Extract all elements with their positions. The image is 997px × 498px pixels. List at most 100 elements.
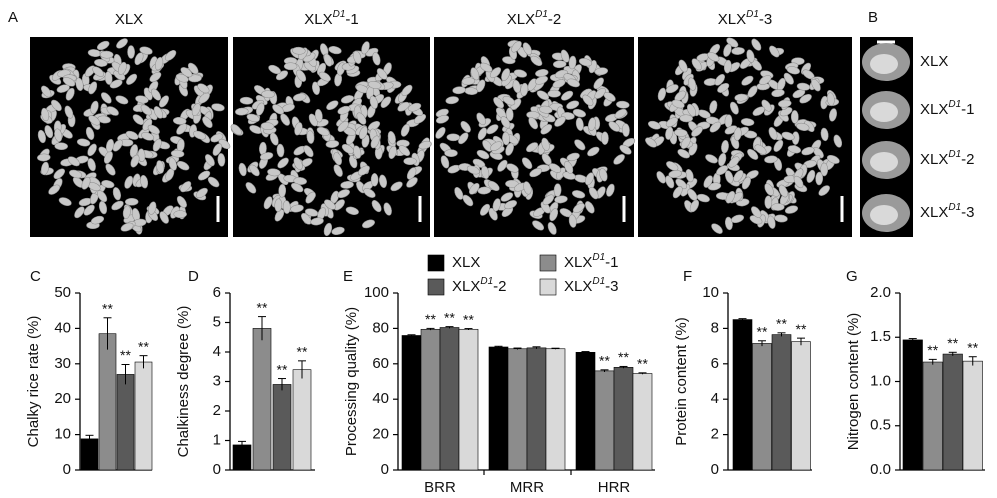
grain (413, 113, 427, 124)
grain (528, 116, 539, 130)
grain (135, 95, 149, 104)
grain (593, 77, 604, 90)
grain (764, 195, 773, 209)
grain (370, 173, 379, 187)
label-suffix: -3 (759, 11, 772, 28)
panel-label: C (30, 268, 41, 285)
grain (383, 202, 392, 216)
grain (572, 190, 586, 199)
grain (98, 200, 108, 215)
bar (594, 370, 615, 471)
grain (811, 78, 821, 92)
significance: ** (277, 361, 288, 377)
bar (488, 346, 509, 471)
y-tick-label: 2 (213, 402, 221, 419)
grain (560, 49, 570, 63)
grain (403, 157, 417, 166)
bar (507, 348, 528, 471)
grain (458, 132, 469, 145)
grain (703, 175, 713, 188)
y-tick-label: 0.0 (870, 461, 891, 478)
grain (62, 77, 76, 87)
panel-label: G (846, 268, 858, 285)
y-axis-title: Chalky rice rate (%) (25, 316, 42, 448)
photo-title: XLXD1-1 (304, 9, 359, 28)
grain (337, 105, 351, 115)
grain (728, 156, 740, 168)
bar (80, 438, 99, 471)
grain (462, 194, 474, 207)
grain (306, 130, 315, 144)
grain (356, 112, 367, 125)
grain (526, 142, 539, 153)
grain (548, 163, 562, 173)
y-tick-label: 50 (54, 284, 71, 301)
label-sup: D1 (333, 9, 346, 20)
legend-swatch (427, 254, 445, 272)
grain (553, 183, 562, 197)
grain (274, 198, 283, 212)
grain (444, 149, 458, 157)
grain (769, 45, 780, 58)
grain (156, 160, 165, 174)
panel-label: D (188, 268, 199, 285)
grain (566, 78, 580, 88)
grain (130, 154, 140, 168)
grain (820, 162, 829, 177)
grain (245, 182, 257, 194)
label-suffix: -2 (961, 151, 974, 168)
grain (101, 180, 115, 189)
grain (154, 57, 164, 71)
grain (96, 40, 110, 51)
grain (326, 100, 339, 111)
grain (118, 61, 127, 75)
grain (362, 219, 375, 229)
grain (501, 68, 511, 81)
grain (207, 176, 220, 188)
label-suffix: -2 (548, 11, 561, 28)
grain (724, 216, 733, 231)
y-tick-label: 40 (54, 319, 71, 336)
grain (746, 49, 755, 63)
y-tick-label: 3 (213, 372, 221, 389)
grain (159, 95, 169, 108)
significance: ** (120, 347, 131, 363)
bar (134, 361, 153, 471)
bar (98, 333, 117, 471)
grain (671, 99, 685, 109)
grain (572, 203, 585, 213)
x-tick-label: HRR (598, 479, 631, 496)
grain (672, 186, 683, 199)
grain (256, 102, 265, 116)
y-tick-label: 6 (711, 355, 719, 372)
bar (545, 348, 566, 471)
label-suffix: -1 (345, 11, 358, 28)
grain (796, 122, 810, 131)
grain (542, 194, 555, 206)
grain (522, 42, 532, 56)
grain (492, 198, 501, 212)
y-tick-label: 100 (364, 284, 389, 301)
grain (751, 206, 762, 218)
grain (191, 103, 201, 117)
grain (353, 145, 362, 159)
grain (549, 208, 559, 222)
grain (665, 117, 678, 128)
grain (773, 139, 784, 152)
grain (127, 45, 135, 59)
grain (476, 149, 490, 160)
label-sup: D1 (948, 202, 961, 213)
significance: ** (947, 335, 958, 351)
grain (180, 181, 192, 193)
grain (376, 68, 388, 80)
grain (74, 206, 85, 219)
y-tick-label: 8 (711, 319, 719, 336)
chalk (870, 205, 898, 225)
x-tick-label: BRR (424, 479, 456, 496)
grain (106, 106, 119, 116)
y-tick-label: 60 (372, 355, 389, 372)
bar (632, 373, 653, 471)
grain (340, 95, 355, 104)
grain (568, 214, 577, 228)
grain (714, 73, 725, 86)
